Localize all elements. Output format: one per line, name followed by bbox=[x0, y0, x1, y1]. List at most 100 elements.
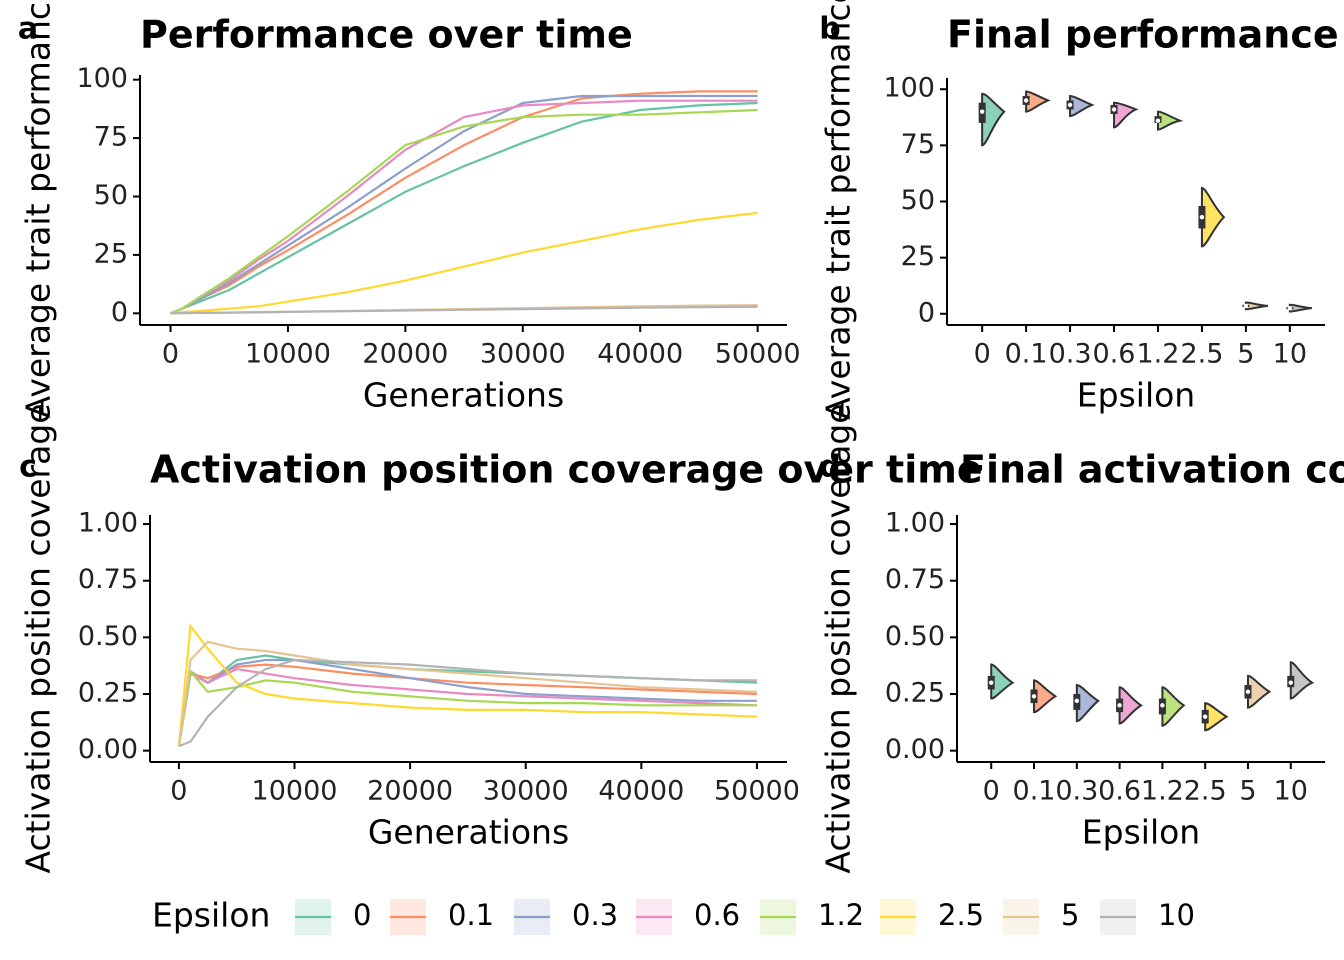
x-tick-label: 0.3 bbox=[1049, 339, 1092, 370]
panel-label: d bbox=[819, 450, 840, 485]
chart-title: Performance over time bbox=[140, 13, 633, 57]
y-tick-label: 1.00 bbox=[78, 508, 138, 539]
half-violin bbox=[990, 663, 1015, 700]
y-tick-label: 0.75 bbox=[885, 564, 945, 595]
series-line bbox=[170, 211, 758, 315]
x-tick-label: 10 bbox=[1273, 339, 1307, 370]
y-axis-title: Average trait performance bbox=[819, 0, 858, 420]
x-axis-title: Epsilon bbox=[1077, 376, 1195, 415]
y-tick-label: 0.00 bbox=[885, 734, 945, 765]
x-tick-label: 40000 bbox=[597, 339, 683, 370]
legend-label: 1.2 bbox=[818, 898, 864, 932]
half-violin bbox=[1161, 686, 1186, 727]
half-violin bbox=[1244, 301, 1268, 311]
y-tick-label: 0.50 bbox=[78, 621, 138, 652]
y-tick-label: 100 bbox=[883, 73, 935, 104]
series-line bbox=[170, 90, 758, 315]
x-tick-label: 2.5 bbox=[1180, 339, 1223, 370]
y-tick-label: 75 bbox=[94, 122, 128, 153]
legend-label: 0.1 bbox=[448, 898, 494, 932]
median-point bbox=[1023, 98, 1029, 103]
panel-label: b bbox=[819, 12, 840, 47]
legend-label: 0.3 bbox=[572, 898, 618, 932]
half-violin bbox=[1156, 110, 1184, 131]
chart-title: Final performance bbox=[947, 13, 1339, 57]
chart-title: Final activation coverage bbox=[960, 448, 1344, 492]
legend-label: 0 bbox=[353, 898, 371, 932]
median-point bbox=[1202, 714, 1208, 719]
x-tick-label: 20000 bbox=[367, 776, 453, 807]
x-tick-label: 10000 bbox=[245, 339, 331, 370]
x-tick-label: 0.3 bbox=[1055, 776, 1098, 807]
x-tick-label: 30000 bbox=[483, 776, 569, 807]
series-line bbox=[170, 94, 758, 315]
series-line bbox=[177, 667, 757, 747]
series-line bbox=[170, 101, 758, 315]
median-point bbox=[1031, 694, 1037, 699]
median-point bbox=[1117, 703, 1122, 708]
panel-label: c bbox=[19, 450, 37, 485]
x-tick-label: 0.1 bbox=[1013, 776, 1056, 807]
x-tick-label: 20000 bbox=[362, 339, 448, 370]
y-tick-label: 100 bbox=[76, 63, 128, 94]
half-violin bbox=[1025, 90, 1051, 113]
y-axis-title: Activation position coverage bbox=[819, 403, 858, 873]
y-tick-label: 0.25 bbox=[885, 678, 945, 709]
median-point bbox=[1245, 689, 1251, 694]
x-axis-title: Generations bbox=[368, 813, 569, 852]
half-violin bbox=[1246, 674, 1272, 709]
series-line bbox=[177, 640, 757, 747]
x-tick-label: 0 bbox=[974, 339, 991, 370]
x-tick-label: 0.6 bbox=[1098, 776, 1141, 807]
y-tick-label: 0.00 bbox=[78, 734, 138, 765]
x-tick-label: 5 bbox=[1237, 339, 1254, 370]
x-tick-label: 40000 bbox=[598, 776, 684, 807]
y-axis-title: Average trait performance bbox=[19, 0, 58, 418]
series-line bbox=[170, 305, 758, 315]
legend-label: 0.6 bbox=[694, 898, 740, 932]
x-tick-label: 5 bbox=[1239, 776, 1256, 807]
x-tick-label: 0.1 bbox=[1005, 339, 1048, 370]
x-tick-label: 2.5 bbox=[1184, 776, 1227, 807]
y-tick-label: 0 bbox=[918, 297, 935, 328]
median-point bbox=[979, 109, 985, 114]
legend-label: 2.5 bbox=[938, 898, 984, 932]
y-tick-label: 0.75 bbox=[78, 564, 138, 595]
median-point bbox=[1111, 107, 1117, 112]
half-violin bbox=[1289, 661, 1315, 700]
y-tick-label: 0 bbox=[111, 297, 128, 328]
median-point bbox=[1199, 215, 1205, 220]
median-point bbox=[1074, 698, 1080, 704]
series-line bbox=[177, 663, 757, 747]
y-axis-title: Activation position coverage bbox=[19, 403, 58, 873]
legend-label: 5 bbox=[1061, 898, 1079, 932]
y-tick-label: 25 bbox=[94, 238, 128, 269]
x-tick-label: 0 bbox=[162, 339, 179, 370]
series-line bbox=[170, 99, 758, 315]
legend-title: Epsilon bbox=[152, 896, 270, 935]
legend-label: 10 bbox=[1158, 898, 1195, 932]
y-tick-label: 50 bbox=[94, 180, 128, 211]
panel-label: a bbox=[18, 12, 38, 47]
median-point bbox=[1155, 118, 1161, 123]
x-tick-label: 50000 bbox=[715, 339, 801, 370]
series-line bbox=[177, 623, 757, 747]
half-violin bbox=[1288, 303, 1312, 313]
x-axis-title: Epsilon bbox=[1082, 813, 1200, 852]
median-point bbox=[1160, 703, 1165, 708]
median-point bbox=[1243, 303, 1249, 309]
half-violin bbox=[1200, 187, 1226, 248]
x-axis-title: Generations bbox=[363, 376, 564, 415]
series-line bbox=[170, 108, 758, 315]
x-tick-label: 30000 bbox=[480, 339, 566, 370]
half-violin bbox=[1075, 683, 1100, 723]
half-violin bbox=[1069, 94, 1095, 118]
median-point bbox=[1288, 680, 1293, 685]
y-tick-label: 50 bbox=[901, 185, 935, 216]
median-point bbox=[1067, 102, 1073, 108]
half-violin bbox=[1118, 686, 1143, 725]
x-tick-label: 10 bbox=[1274, 776, 1308, 807]
half-violin bbox=[1113, 101, 1139, 129]
half-violin bbox=[1204, 702, 1229, 732]
chart-title: Activation position coverage over time bbox=[150, 448, 983, 492]
